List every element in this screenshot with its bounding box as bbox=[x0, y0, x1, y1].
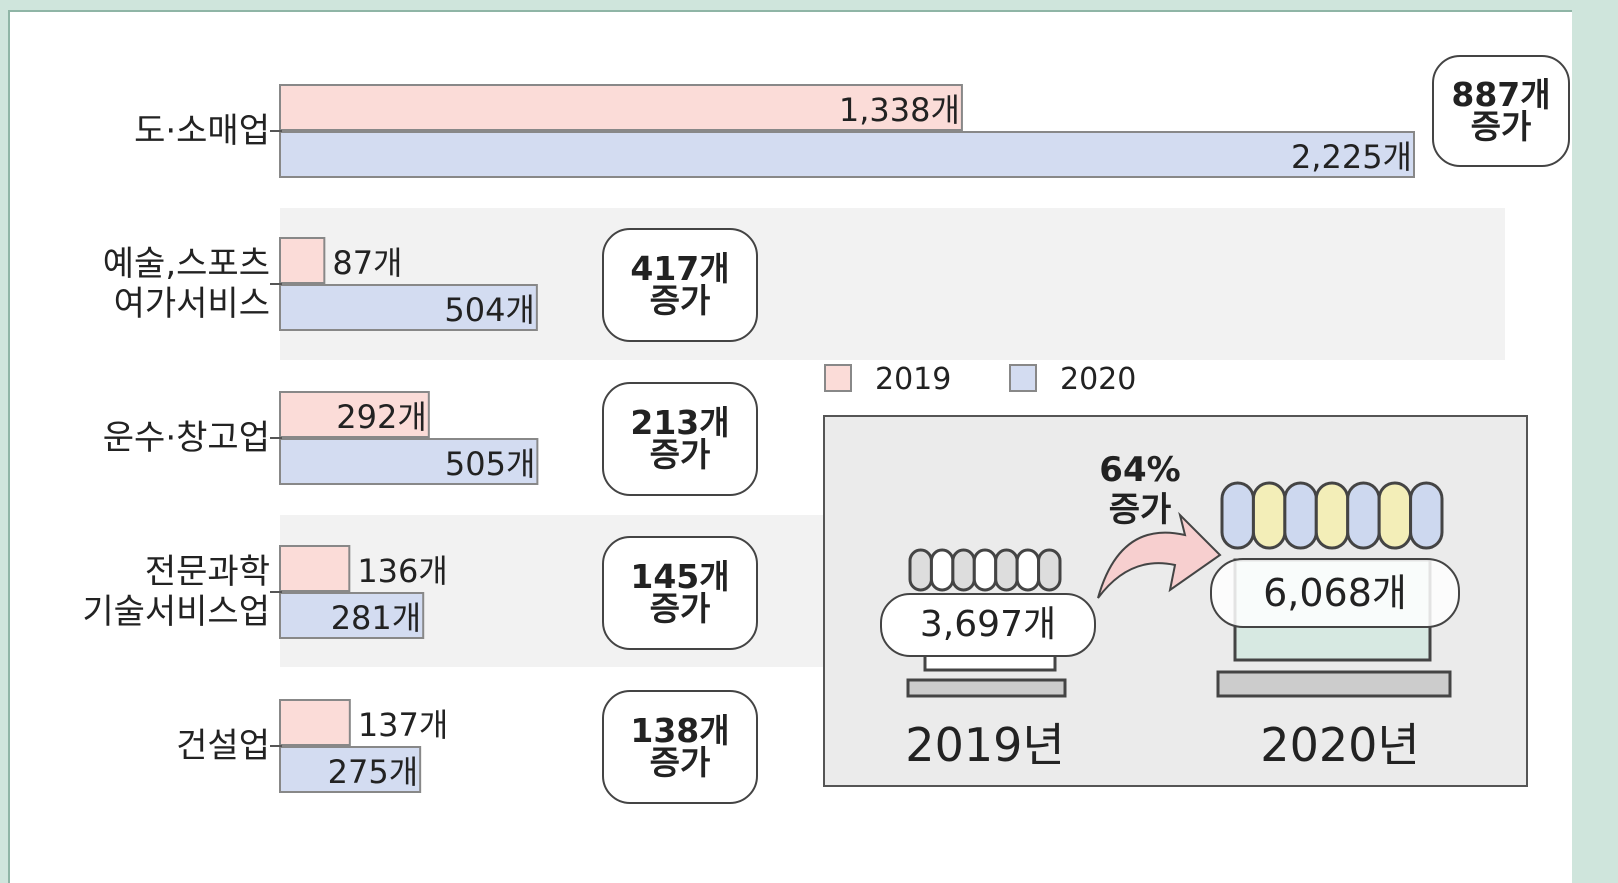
awning bbox=[1015, 548, 1041, 592]
awning bbox=[1283, 481, 1318, 550]
bar bbox=[279, 391, 430, 438]
value-label: 292개 bbox=[336, 397, 427, 436]
category-label: 운수·창고업 bbox=[102, 418, 270, 458]
year-label: 2020년 bbox=[1260, 718, 1420, 772]
awning bbox=[1037, 548, 1062, 592]
value-label: 281개 bbox=[330, 598, 422, 637]
value-label: 87개 bbox=[332, 243, 403, 282]
awning bbox=[1220, 481, 1255, 550]
awning bbox=[929, 548, 955, 592]
awning bbox=[1377, 481, 1413, 550]
awning bbox=[972, 548, 998, 592]
awning bbox=[951, 548, 976, 592]
awning bbox=[1409, 481, 1444, 550]
bar bbox=[279, 131, 1415, 178]
bar bbox=[279, 746, 422, 793]
bar bbox=[279, 284, 538, 331]
increase-badge: 417개 증가 bbox=[602, 228, 758, 342]
arrow bbox=[1097, 511, 1222, 599]
category-label: 건설업 bbox=[176, 726, 270, 766]
year-label: 2019년 bbox=[905, 718, 1065, 772]
value-label: 136개 bbox=[357, 551, 448, 590]
bar bbox=[279, 84, 963, 131]
value-label: 1,338개 bbox=[838, 90, 960, 129]
total-label: 3,697개 bbox=[880, 593, 1096, 657]
legend-swatch bbox=[1009, 364, 1037, 392]
legend-swatch bbox=[824, 364, 852, 392]
awning bbox=[1314, 481, 1350, 550]
awning bbox=[994, 548, 1019, 592]
increase-badge: 887개 증가 bbox=[1432, 55, 1570, 167]
increase-badge: 213개 증가 bbox=[602, 382, 758, 496]
store-base bbox=[906, 678, 1067, 698]
increase-badge: 138개 증가 bbox=[602, 690, 758, 804]
value-label: 137개 bbox=[357, 705, 449, 744]
bar bbox=[279, 699, 351, 746]
awning bbox=[908, 548, 933, 592]
total-label: 6,068개 bbox=[1210, 558, 1460, 628]
awning bbox=[1251, 481, 1287, 550]
category-label: 전문과학 기술서비스업 bbox=[82, 552, 270, 632]
value-label: 275개 bbox=[327, 752, 419, 791]
value-label: 2,225개 bbox=[1290, 137, 1412, 176]
awning bbox=[1346, 481, 1381, 550]
bar bbox=[279, 438, 539, 485]
category-label: 도·소매업 bbox=[134, 111, 270, 151]
store-base bbox=[1216, 670, 1452, 698]
legend-label: 2020 bbox=[1060, 362, 1136, 397]
value-label: 505개 bbox=[444, 444, 536, 483]
bar bbox=[279, 545, 351, 592]
legend-label: 2019 bbox=[875, 362, 951, 397]
bar bbox=[279, 237, 326, 284]
change-label: 64% 증가 bbox=[1099, 450, 1181, 530]
category-label: 예술,스포츠 여가서비스 bbox=[102, 244, 270, 324]
increase-badge: 145개 증가 bbox=[602, 536, 758, 650]
value-label: 504개 bbox=[444, 290, 535, 329]
bar bbox=[279, 592, 425, 639]
